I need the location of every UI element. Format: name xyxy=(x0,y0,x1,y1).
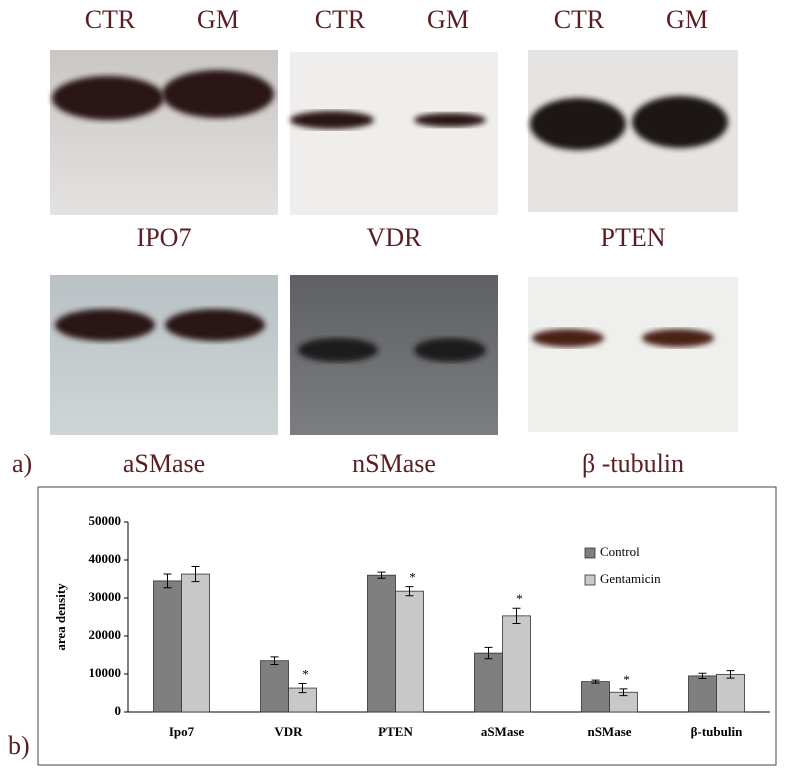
lane-label: CTR xyxy=(85,5,136,34)
bar xyxy=(367,574,396,713)
lane-label: GM xyxy=(427,5,469,34)
lane-label: CTR xyxy=(315,5,366,34)
blot-image xyxy=(290,52,498,215)
blot-image xyxy=(50,275,278,435)
blot-band xyxy=(290,111,374,129)
y-tick-label: 50000 xyxy=(89,513,122,528)
y-tick-label: 40000 xyxy=(89,551,122,566)
y-axis-label: area density xyxy=(53,583,68,651)
x-tick-label: PTEN xyxy=(378,724,413,739)
error-bar xyxy=(405,586,414,597)
bar xyxy=(395,590,424,713)
legend-label: Gentamicin xyxy=(600,571,661,586)
significance-marker: * xyxy=(409,570,416,585)
panel-label: b) xyxy=(8,731,30,760)
y-tick-label: 0 xyxy=(115,703,122,718)
error-bar xyxy=(512,607,521,624)
blot-name: PTEN xyxy=(601,223,666,252)
y-tick-label: 10000 xyxy=(89,665,122,680)
bar xyxy=(474,652,503,713)
blot-band xyxy=(55,309,155,341)
error-bar xyxy=(619,688,628,697)
panel-label: a) xyxy=(12,449,32,478)
error-bar xyxy=(191,565,200,583)
blot-name: β -tubulin xyxy=(582,449,684,478)
error-bar xyxy=(591,679,600,684)
legend-swatch xyxy=(584,574,596,586)
blot-name: IPO7 xyxy=(137,223,192,252)
blot-band xyxy=(414,338,486,362)
y-tick-label: 30000 xyxy=(89,589,122,604)
lane-label: GM xyxy=(666,5,708,34)
blot-name: nSMase xyxy=(352,449,436,478)
blot-name: VDR xyxy=(367,223,423,252)
error-bar xyxy=(377,571,386,579)
significance-marker: * xyxy=(302,666,309,681)
error-bar xyxy=(726,670,735,679)
bar xyxy=(502,615,531,713)
blot-band xyxy=(414,113,486,127)
legend-label: Control xyxy=(600,544,640,559)
bar xyxy=(181,573,210,713)
bar xyxy=(716,673,745,713)
error-bar xyxy=(163,573,172,589)
x-tick-label: aSMase xyxy=(481,724,525,739)
x-tick-label: VDR xyxy=(274,724,303,739)
blot-name: aSMase xyxy=(123,449,205,478)
y-tick-label: 20000 xyxy=(89,627,122,642)
lane-label: CTR xyxy=(554,5,605,34)
error-bar xyxy=(298,683,307,694)
x-tick-label: β-tubulin xyxy=(691,724,743,739)
blot-band xyxy=(530,98,626,150)
blot-band xyxy=(532,329,604,347)
x-tick-label: nSMase xyxy=(587,724,631,739)
x-tick-label: Ipo7 xyxy=(169,724,195,739)
blot-band xyxy=(162,70,274,118)
bar xyxy=(688,675,717,713)
lane-label: GM xyxy=(197,5,239,34)
error-bar xyxy=(698,672,707,680)
blot-band xyxy=(642,329,714,347)
error-bar xyxy=(484,646,493,660)
blot-band xyxy=(298,338,378,362)
bar xyxy=(153,580,182,713)
bar xyxy=(260,660,289,713)
significance-marker: * xyxy=(623,672,630,687)
blot-band xyxy=(632,96,728,148)
blot-band xyxy=(52,76,164,120)
bar xyxy=(581,681,610,713)
significance-marker: * xyxy=(516,591,523,606)
legend-swatch xyxy=(584,547,596,559)
blot-image xyxy=(528,277,738,432)
error-bar xyxy=(270,656,279,665)
blot-band xyxy=(165,309,265,341)
